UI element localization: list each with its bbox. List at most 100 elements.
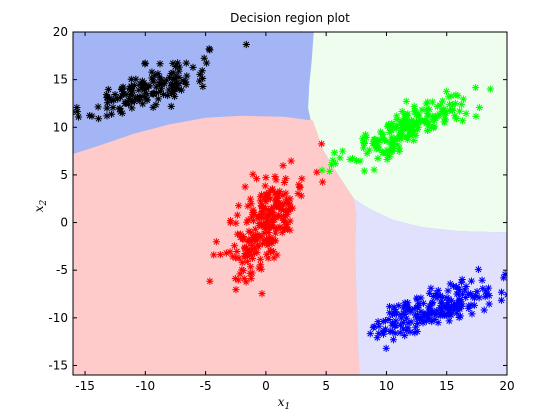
data-point — [273, 251, 281, 259]
data-point — [454, 92, 462, 100]
plot-frame — [72, 31, 508, 376]
data-point — [264, 241, 272, 249]
data-point — [413, 295, 421, 304]
data-point — [336, 154, 344, 162]
data-point — [164, 91, 172, 100]
data-point — [278, 228, 286, 237]
data-point — [155, 73, 164, 81]
data-point — [421, 310, 429, 318]
x-tick-label: -15 — [75, 379, 95, 393]
data-point — [318, 140, 326, 148]
data-point — [271, 172, 279, 181]
data-point — [387, 126, 396, 134]
data-point — [229, 253, 237, 261]
y-tick-label: 20 — [53, 25, 68, 39]
data-point — [103, 112, 111, 120]
data-point — [271, 229, 280, 237]
data-point — [366, 330, 374, 338]
data-point — [475, 103, 483, 112]
data-point — [399, 325, 407, 333]
data-point — [152, 89, 161, 97]
data-point — [360, 139, 369, 148]
data-point — [441, 311, 449, 319]
data-point — [472, 112, 480, 120]
data-point — [154, 70, 162, 78]
data-point — [359, 144, 368, 152]
data-point — [246, 269, 254, 278]
data-point — [148, 74, 156, 82]
data-point — [116, 104, 124, 113]
data-point — [236, 270, 244, 278]
data-point — [438, 299, 446, 307]
y-tick-label: 5 — [60, 168, 68, 182]
data-point — [450, 306, 458, 315]
y-tick-label: 10 — [53, 120, 68, 134]
data-point — [445, 100, 454, 109]
data-point — [128, 87, 137, 95]
data-point — [260, 223, 269, 231]
data-point — [362, 131, 370, 139]
series-3-points — [366, 265, 507, 352]
data-point — [278, 224, 286, 232]
x-tick-label: 10 — [379, 379, 394, 393]
data-point — [443, 305, 451, 313]
data-point — [163, 76, 171, 84]
data-point — [255, 264, 263, 272]
data-point — [242, 278, 250, 286]
data-point — [485, 300, 493, 308]
data-point — [264, 254, 272, 262]
data-point — [327, 161, 336, 169]
data-point — [467, 277, 476, 285]
data-point — [465, 302, 473, 310]
data-point — [261, 196, 269, 204]
data-point — [423, 311, 431, 320]
data-point — [397, 135, 405, 143]
data-point — [422, 317, 431, 325]
data-point — [253, 175, 261, 183]
data-point — [462, 282, 470, 291]
data-point — [157, 85, 165, 93]
data-point — [390, 122, 398, 130]
data-point — [437, 304, 445, 312]
data-point — [174, 59, 182, 67]
data-point — [282, 207, 290, 215]
data-point — [268, 185, 277, 193]
data-point — [161, 80, 169, 88]
data-point — [130, 81, 138, 90]
data-point — [413, 314, 421, 322]
data-point — [253, 231, 261, 239]
data-point — [486, 85, 494, 93]
data-point — [441, 116, 450, 124]
data-point — [403, 302, 411, 310]
data-point — [279, 162, 287, 170]
data-point — [149, 90, 157, 98]
data-point — [253, 241, 261, 249]
data-point — [455, 313, 463, 322]
data-point — [196, 77, 204, 85]
data-point — [412, 111, 421, 119]
data-point — [142, 89, 150, 97]
data-point — [156, 88, 164, 96]
data-point — [414, 123, 422, 131]
data-point — [156, 60, 164, 68]
data-point — [447, 303, 455, 312]
data-point — [206, 46, 214, 54]
data-point — [375, 329, 383, 337]
data-point — [458, 117, 467, 125]
data-point — [260, 229, 268, 237]
data-point — [462, 293, 470, 302]
data-point — [429, 292, 438, 301]
data-point — [189, 63, 197, 71]
data-point — [149, 103, 157, 112]
data-point — [280, 216, 288, 224]
data-point — [262, 190, 271, 198]
data-point — [434, 286, 442, 295]
data-point — [452, 115, 461, 123]
data-point — [125, 100, 133, 108]
data-point — [363, 149, 371, 157]
data-point — [226, 219, 234, 227]
data-point — [171, 62, 179, 71]
data-point — [276, 223, 284, 231]
data-point — [154, 95, 162, 103]
